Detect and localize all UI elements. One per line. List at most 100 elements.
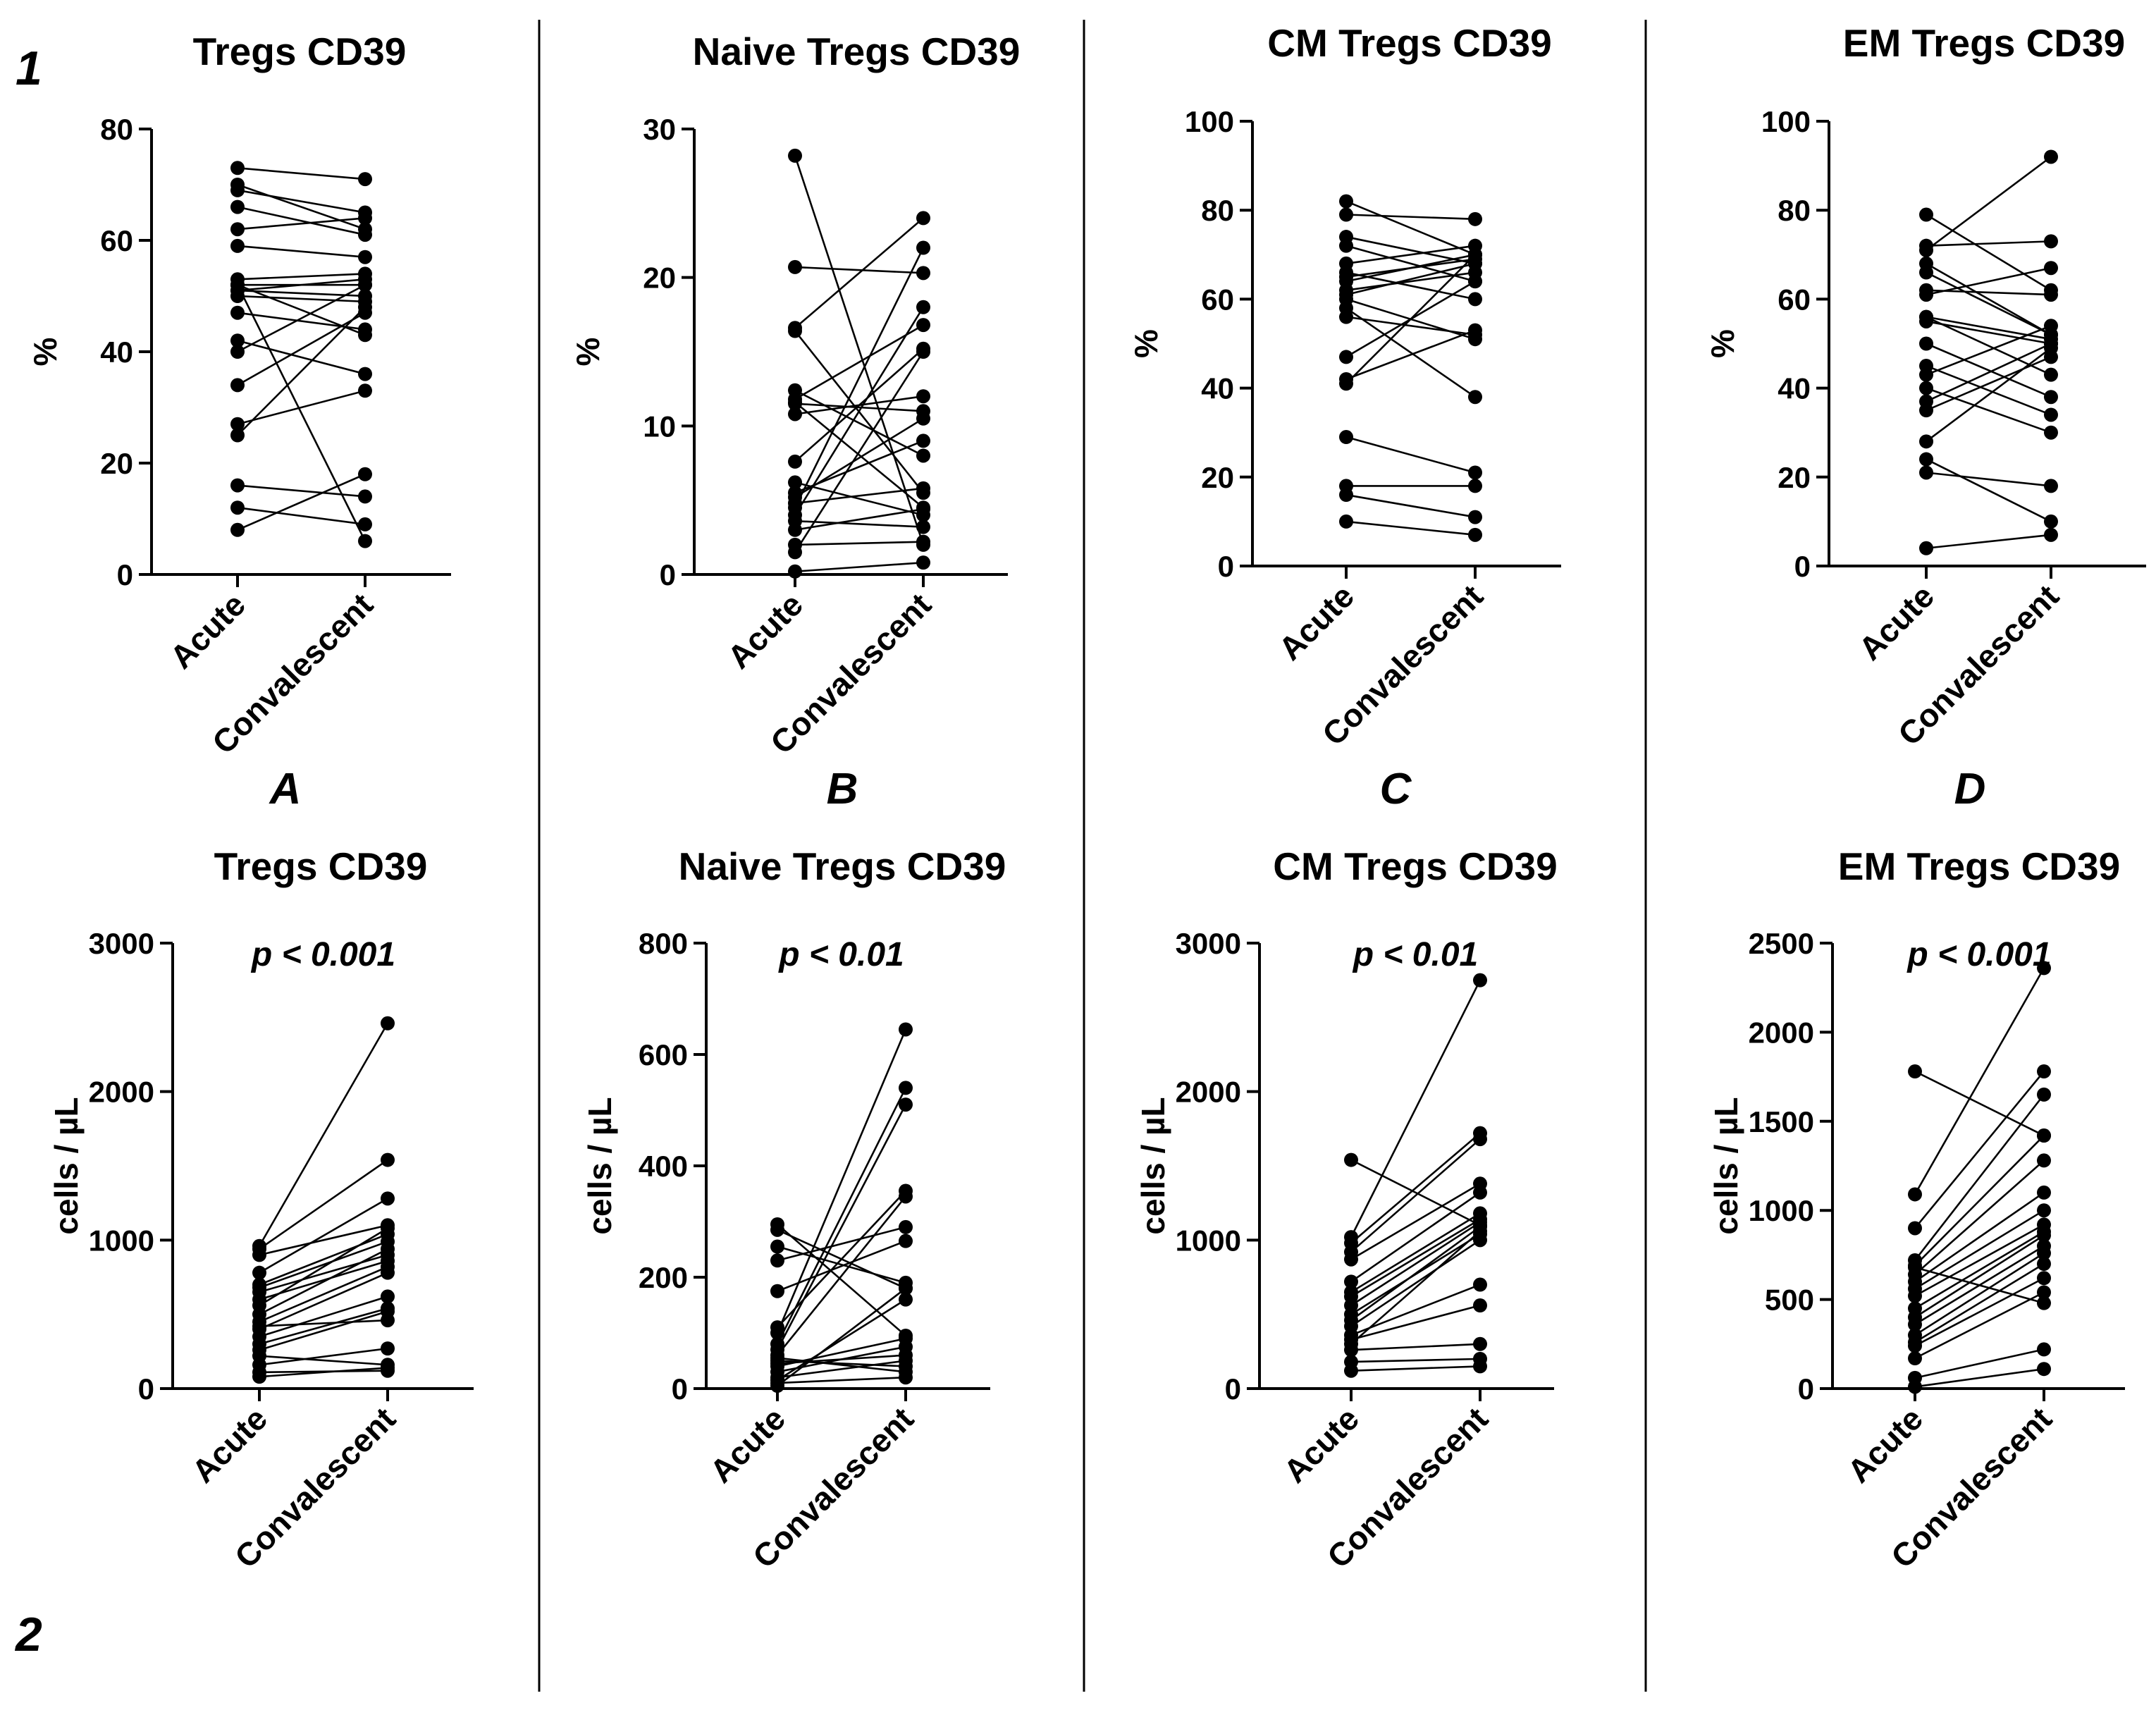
acute-point [230,500,245,515]
y-tick-label: 80 [1201,194,1234,227]
acute-point [1908,1187,1922,1202]
p-value-label: p < 0.01 [1352,936,1478,973]
convalescent-point [2044,527,2058,542]
paired-line [1914,1094,2045,1261]
paired-line [776,1028,907,1334]
paired-line [1914,1252,2045,1336]
paired-line [1345,436,1476,474]
paired-line [1350,1159,1481,1226]
paired-line [1914,1160,2045,1276]
convalescent-point [899,1022,913,1037]
paired-line [776,1104,907,1351]
y-axis-label: cells / µL [1135,1097,1171,1234]
acute-point [1919,309,1933,324]
y-axis-label: % [1128,329,1164,358]
paired-line [794,561,924,573]
convalescent-point [1473,1359,1487,1374]
convalescent-point [358,250,372,264]
paired-line [777,1357,906,1373]
paired-line [237,390,366,425]
paired-line [1914,1135,2045,1267]
convalescent-point [899,1365,913,1379]
acute-point [1908,1301,1922,1316]
paired-line [259,1307,388,1346]
paired-line [259,1241,388,1288]
paired-line [1926,320,2052,345]
paired-line [1914,1266,2045,1304]
paired-line [1350,1230,1481,1345]
paired-line [1345,316,1476,336]
panel-letter: B [827,765,858,813]
paired-line [1914,1231,2045,1310]
convalescent-point [2044,367,2058,382]
acute-point [788,259,802,274]
acute-point [1344,1252,1358,1267]
paired-line [237,206,366,236]
convalescent-point [916,411,930,426]
acute-point [1919,367,1933,382]
paired-line [237,473,366,531]
paired-line [259,1233,388,1286]
acute-point [230,333,245,348]
y-tick-label: 500 [1765,1284,1814,1317]
chart-title: Naive Tregs CD39 [693,30,1021,73]
convalescent-point [916,266,930,281]
chart-title: CM Tregs CD39 [1267,21,1551,65]
convalescent-point [358,172,372,187]
y-tick-label: 10 [643,410,676,443]
y-tick-label: 20 [643,262,676,295]
acute-point [230,428,245,443]
convalescent-point [916,300,930,314]
convalescent-point [916,345,930,359]
convalescent-point [358,211,372,226]
convalescent-point [2044,234,2058,249]
acute-point [770,1284,784,1298]
acute-point [1919,256,1933,271]
convalescent-point [358,278,372,293]
paired-line [1350,1218,1481,1298]
convalescent-point [899,1353,913,1368]
y-tick-label: 200 [639,1261,688,1294]
paired-line [259,1266,388,1323]
paired-line [1926,387,2052,433]
acute-point [1919,541,1933,555]
paired-line [777,1287,906,1387]
convalescent-point [916,433,930,448]
paired-line [1350,1183,1481,1260]
acute-point [1919,403,1933,418]
convalescent-point [916,318,930,333]
y-axis-label: cells / µL [48,1097,85,1234]
y-tick-label: 80 [1778,194,1811,227]
paired-line [794,217,924,329]
y-tick-label: 0 [1225,1372,1241,1405]
paired-line [794,347,924,462]
convalescent-point [1473,1277,1487,1292]
paired-line [1350,1239,1481,1327]
paired-line [1350,1191,1481,1283]
acute-point [1919,452,1933,467]
paired-line [794,508,924,531]
paired-line [1926,343,2052,398]
acute-point [770,1239,784,1254]
paired-line [1345,307,1476,398]
acute-point [788,407,802,422]
convalescent-point [2044,479,2058,493]
acute-point [1344,1289,1358,1304]
y-axis-label: cells / µL [1708,1097,1744,1234]
convalescent-point [2044,425,2058,440]
y-tick-label: 2000 [1176,1076,1241,1109]
convalescent-point [899,1097,913,1112]
acute-point [1908,1317,1922,1331]
acute-point [1339,238,1353,253]
paired-line [777,1376,906,1384]
paired-line [1350,1138,1481,1253]
y-axis-label: % [27,338,63,367]
paired-line [794,487,924,505]
convalescent-point [916,519,930,534]
paired-line [237,245,366,258]
y-tick-label: 20 [100,447,133,480]
convalescent-point [2037,1342,2051,1357]
convalescent-point [381,1313,395,1328]
y-tick-label: 800 [639,927,688,960]
convalescent-point [1468,247,1482,262]
